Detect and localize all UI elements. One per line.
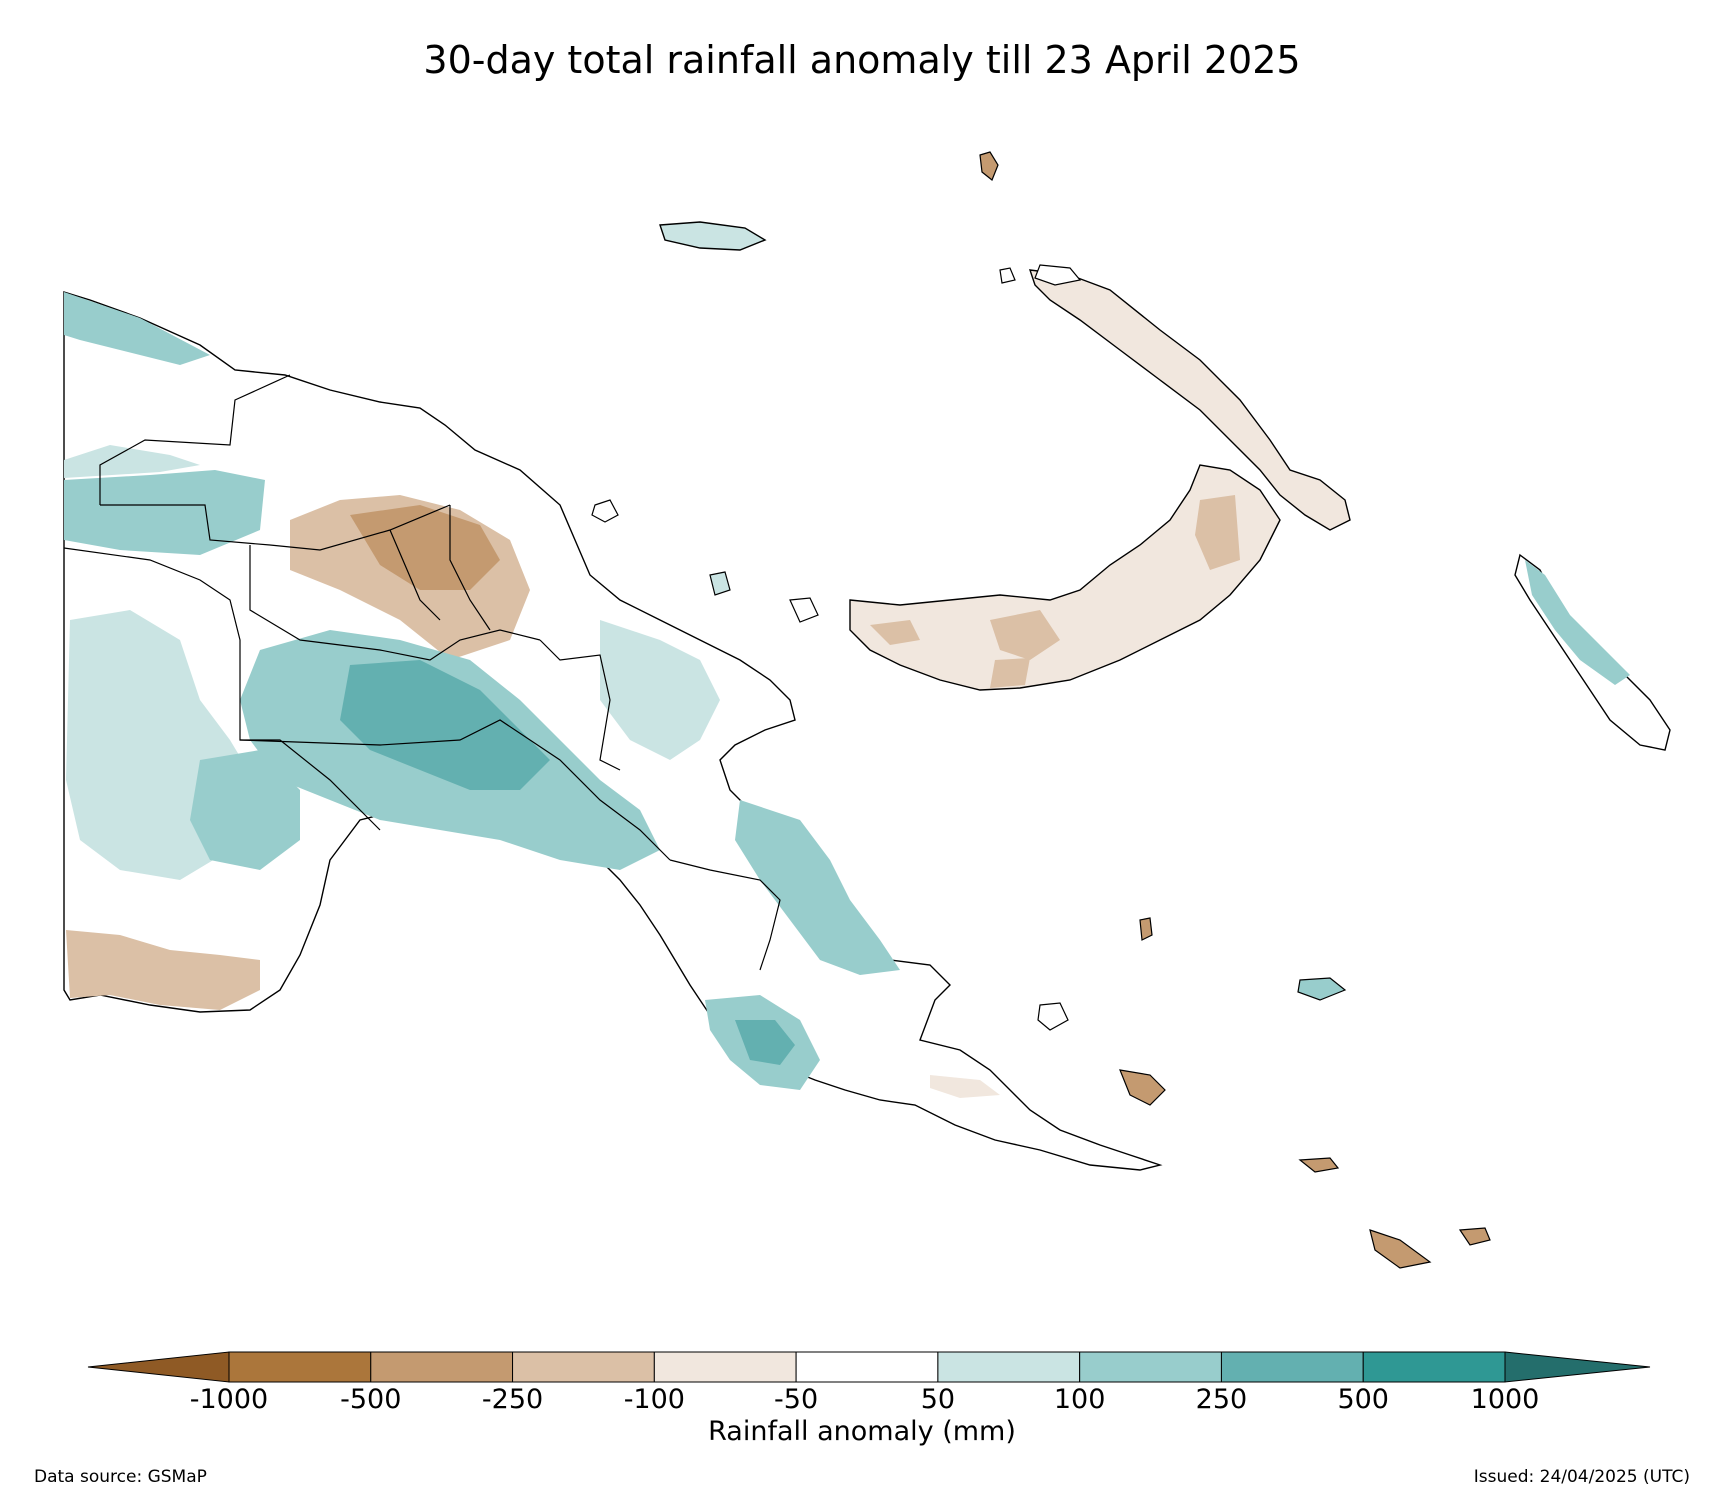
colorbar — [87, 1351, 1651, 1383]
colorbar-tick-label: -500 — [340, 1384, 402, 1415]
anomaly-patch-east-wet — [735, 800, 900, 975]
colorbar-tick-label: -1000 — [189, 1384, 269, 1415]
island-woodlark — [1297, 977, 1347, 1001]
new-britain-landmass — [849, 464, 1281, 691]
colorbar-segment — [1079, 1351, 1222, 1383]
colorbar-tick-label: 50 — [920, 1384, 956, 1415]
province-borders — [63, 374, 781, 971]
colorbar-arrow-high — [1504, 1351, 1651, 1383]
island-misima-dry — [1298, 1157, 1340, 1173]
colorbar-tick-label: 100 — [1053, 1384, 1106, 1415]
island-goodenough — [1037, 1002, 1069, 1031]
island-mussau — [999, 267, 1016, 284]
new-britain-dry-patch-1 — [990, 610, 1060, 660]
new-britain-island — [849, 464, 1281, 691]
island-trobriand-dry — [1139, 917, 1153, 941]
island-karkar — [591, 499, 619, 523]
colorbar-segment — [937, 1351, 1081, 1383]
manus-island — [659, 221, 767, 251]
colorbar-segment — [512, 1351, 655, 1383]
bougainville-wet-patch — [1525, 560, 1630, 685]
manus-landmass — [659, 221, 767, 251]
colorbar-tick-label: -100 — [623, 1384, 685, 1415]
colorbar-segment — [228, 1351, 372, 1383]
island-new-hanover — [1034, 264, 1082, 286]
colorbar-segment — [1362, 1351, 1506, 1383]
data-source-note: Data source: GSMaP — [34, 1467, 207, 1487]
island-dry-north — [979, 151, 999, 181]
anomaly-patch-papuan-tail-lightdry — [930, 1075, 1000, 1098]
island-long — [709, 571, 731, 596]
colorbar-segment — [1220, 1351, 1364, 1383]
new-britain-dry-patch-3 — [870, 620, 920, 645]
small-islands — [591, 151, 1491, 1269]
colorbar-label: Rainfall anomaly (mm) — [708, 1416, 1016, 1447]
colorbar-tick-label: -50 — [774, 1384, 819, 1415]
island-sudest-dry — [1458, 1227, 1491, 1246]
new-britain-dry-patch-4 — [990, 658, 1030, 688]
papua-new-guinea-mainland — [63, 291, 1163, 1171]
island-umboi — [789, 597, 819, 623]
colorbar-tick-label: 1000 — [1470, 1384, 1540, 1415]
new-britain-dry-patch-2 — [1195, 495, 1240, 570]
colorbar-tick-label: -250 — [481, 1384, 544, 1415]
bougainville-island — [1514, 553, 1671, 751]
anomaly-patch-northcoast-wet — [600, 620, 720, 760]
colorbar-tick-label: 250 — [1195, 1384, 1248, 1415]
anomaly-patch-southwest-wet2 — [190, 750, 300, 870]
anomaly-patch-northwest-wet — [64, 292, 210, 365]
colorbar-arrow-low — [87, 1351, 230, 1383]
anomaly-patch-west-lightwet — [64, 445, 200, 478]
colorbar-tick-label: 500 — [1337, 1384, 1389, 1415]
map-title: 30-day total rainfall anomaly till 23 Ap… — [423, 38, 1301, 82]
new-ireland-island — [1028, 269, 1351, 531]
colorbar-segment — [370, 1351, 514, 1383]
island-rossel-dry — [1369, 1229, 1432, 1269]
issued-date-note: Issued: 24/04/2025 (UTC) — [1473, 1467, 1690, 1487]
island-fergusson-dry — [1119, 1069, 1166, 1106]
anomaly-patch-southwest-dry — [66, 930, 260, 1010]
anomaly-patch-southeast-verywet — [735, 1020, 795, 1065]
new-ireland-landmass — [1028, 269, 1351, 531]
anomaly-patch-highlands-verywet — [340, 660, 550, 790]
rainfall-anomaly-map — [63, 151, 1671, 1269]
anomaly-patch-north-verydry — [350, 505, 500, 590]
anomaly-patch-west-wet — [64, 470, 265, 555]
colorbar-segment — [653, 1351, 797, 1383]
colorbar-segment — [795, 1351, 939, 1383]
